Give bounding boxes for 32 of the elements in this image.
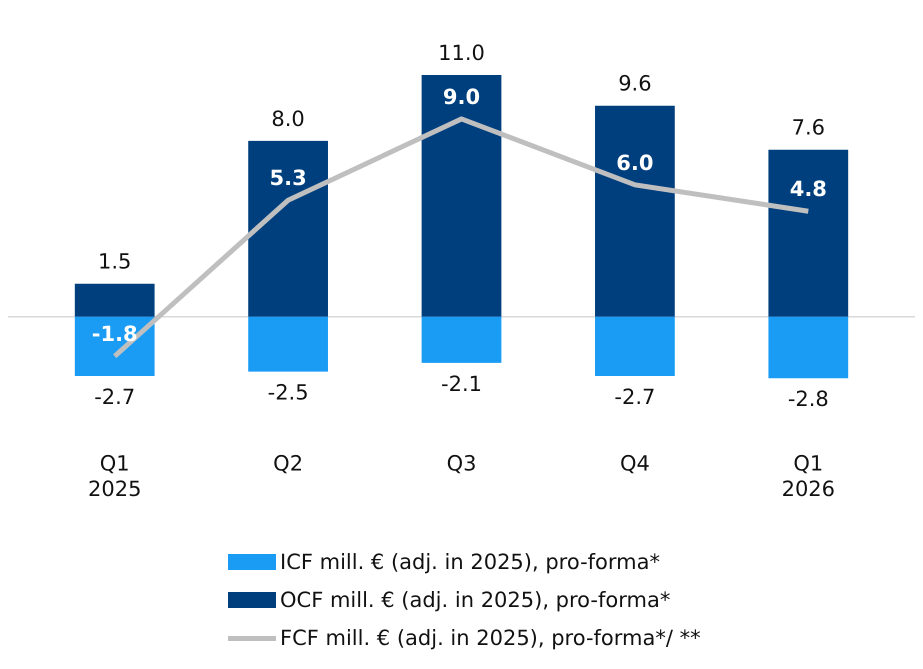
data-label: 5.3 [270, 166, 307, 190]
data-label: -1.8 [92, 322, 138, 346]
data-label: -2.5 [268, 380, 309, 405]
data-label: 11.0 [438, 40, 485, 65]
data-label: -2.8 [788, 387, 829, 412]
bar [248, 140, 328, 317]
legend-label: OCF mill. € (adj. in 2025), pro-forma* [280, 588, 670, 612]
data-label: -2.7 [94, 384, 136, 409]
x-tick-label: Q1 2026 [782, 452, 836, 501]
bar [74, 284, 155, 317]
data-label: 9.0 [442, 84, 480, 109]
data-label: 8.0 [271, 106, 305, 131]
bar [595, 316, 675, 376]
bar [422, 74, 502, 317]
bar [768, 150, 848, 317]
bar [422, 316, 502, 363]
bar [248, 316, 328, 372]
x-tick-label: Q1 2025 [88, 452, 142, 501]
data-label: -2.7 [614, 384, 656, 409]
x-tick-label: Q3 [446, 452, 476, 476]
data-label: 4.8 [790, 177, 827, 202]
legend-label: FCF mill. € (adj. in 2025), pro-forma*/ ** [280, 626, 701, 650]
data-label: -2.1 [441, 372, 482, 396]
x-tick-label: Q2 [273, 452, 304, 476]
bar [595, 106, 675, 317]
x-tick-label: Q4 [620, 452, 650, 476]
data-label: 1.5 [98, 250, 132, 274]
data-label: 9.6 [618, 72, 652, 96]
data-label: 7.6 [792, 116, 826, 140]
data-label: 6.0 [616, 150, 654, 175]
legend-label: ICF mill. € (adj. in 2025), pro-forma* [280, 550, 660, 574]
bar [768, 316, 848, 378]
